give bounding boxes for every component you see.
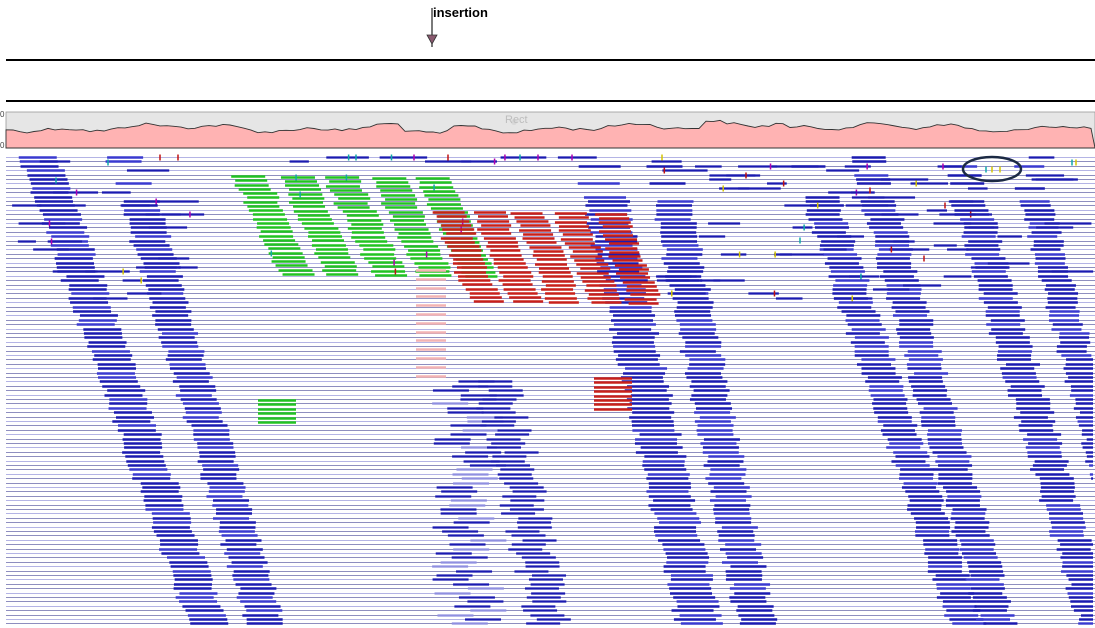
insertion-label: insertion [433, 5, 488, 20]
coverage-area [5, 119, 1095, 149]
insertion-marker [426, 8, 438, 47]
coverage-axis-bottom-label: 0 [0, 141, 5, 150]
down-arrow-icon [426, 34, 438, 45]
coverage-axis-top-label: 0 [0, 110, 5, 119]
ellipse-highlight-icon [961, 155, 1023, 183]
coverage-track [5, 111, 1095, 149]
reads-layer[interactable] [6, 154, 1095, 625]
tooltip-dot-icon [511, 119, 517, 125]
ghost-tooltip: Rect [505, 114, 528, 126]
